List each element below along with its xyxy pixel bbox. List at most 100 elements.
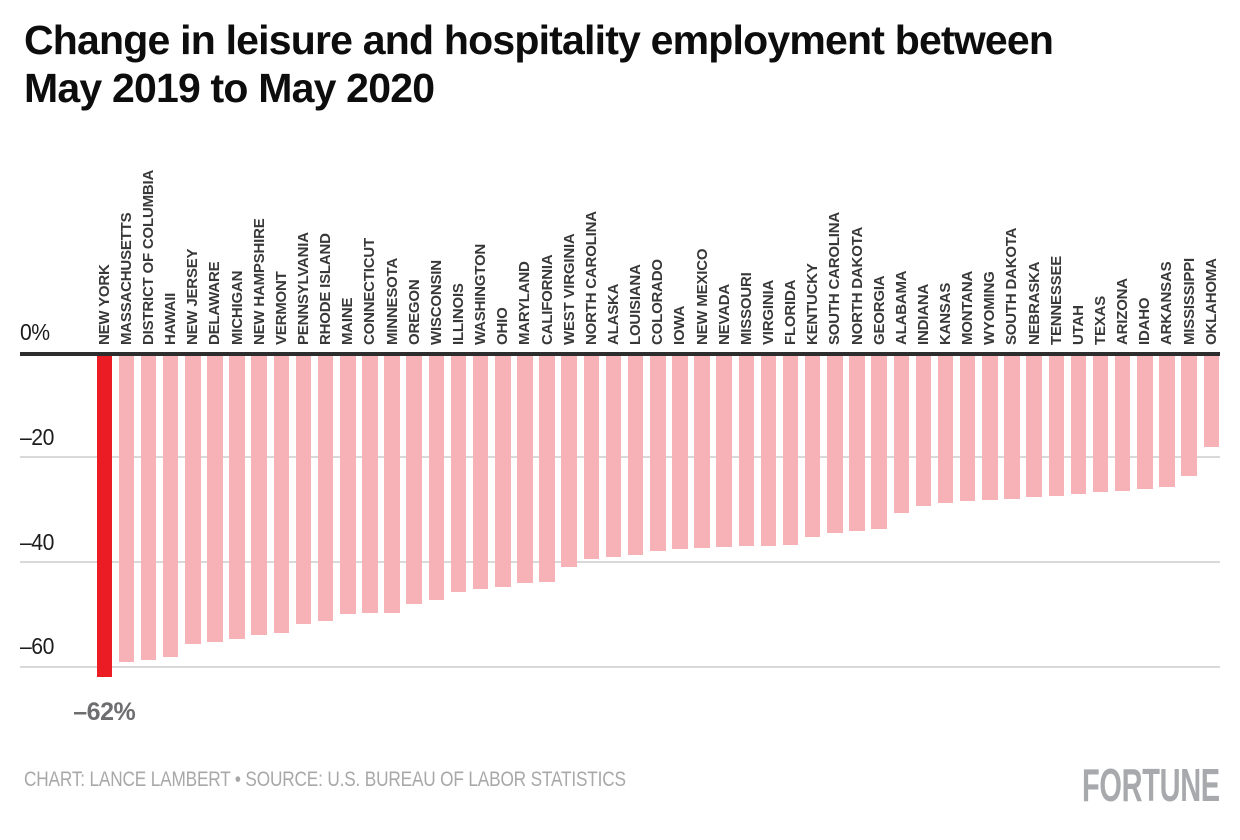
bar-delaware	[207, 356, 223, 642]
chart-attribution: CHART: LANCE LAMBERT • SOURCE: U.S. BURE…	[24, 768, 626, 791]
bar-arkansas	[1159, 356, 1175, 487]
bar-nevada	[716, 356, 732, 548]
bar-label-texas: TEXAS	[1092, 295, 1110, 345]
bar-label-virginia: VIRGINIA	[759, 279, 777, 345]
bar-label-wisconsin: WISCONSIN	[427, 260, 445, 345]
bar-label-georgia: GEORGIA	[870, 275, 888, 345]
bar-label-wyoming: WYOMING	[981, 271, 999, 345]
bar-alabama	[893, 356, 910, 514]
bar-label-west-virginia: WEST VIRGINIA	[560, 233, 578, 345]
bar-label-maine: MAINE	[339, 297, 357, 345]
bar-south-dakota	[1004, 356, 1020, 499]
bar-label-michigan: MICHIGAN	[228, 270, 246, 345]
bar-maryland	[517, 356, 533, 584]
bar-label-south-carolina: SOUTH CAROLINA	[826, 211, 844, 345]
bar-new-york	[96, 356, 112, 678]
bar-georgia	[871, 356, 887, 529]
bar-florida	[782, 356, 799, 546]
bar-connecticut	[362, 356, 378, 614]
bar-idaho	[1137, 356, 1153, 489]
bar-label-alaska: ALASKA	[604, 283, 622, 345]
bar-label-arkansas: ARKANSAS	[1158, 261, 1176, 345]
bar-label-north-dakota: NORTH DAKOTA	[848, 226, 866, 345]
bar-label-hawaii: HAWAII	[162, 292, 180, 345]
bar-label-delaware: DELAWARE	[206, 261, 224, 345]
bar-label-minnesota: MINNESOTA	[383, 257, 401, 345]
bar-south-carolina	[827, 356, 843, 533]
bar-label-oregon: OREGON	[405, 279, 423, 345]
bar-new-jersey	[185, 356, 201, 644]
title-line-2: May 2019 to May 2020	[24, 65, 435, 111]
bar-label-south-dakota: SOUTH DAKOTA	[1003, 227, 1021, 345]
bar-label-connecticut: CONNECTICUT	[361, 238, 379, 345]
zero-axis-line	[20, 352, 1220, 356]
bar-label-indiana: INDIANA	[914, 283, 932, 345]
highlight-value-label: –62%	[73, 698, 136, 726]
y-tick-label: –40	[20, 528, 54, 555]
bar-label-washington: WASHINGTON	[472, 243, 490, 345]
bar-hawaii	[162, 356, 179, 658]
bar-label-new-york: NEW YORK	[95, 264, 113, 345]
bar-utah	[1070, 356, 1087, 494]
bar-indiana	[915, 356, 932, 506]
bar-ohio	[495, 356, 511, 587]
bar-label-kansas: KANSAS	[937, 282, 955, 345]
bar-iowa	[672, 356, 688, 550]
bar-vermont	[273, 356, 290, 634]
bar-oregon	[406, 356, 422, 604]
bar-label-florida: FLORIDA	[782, 279, 800, 345]
bar-label-colorado: COLORADO	[649, 259, 667, 345]
bar-label-nevada: NEVADA	[715, 283, 733, 345]
bar-illinois	[450, 356, 467, 593]
bar-virginia	[760, 356, 777, 546]
bar-washington	[472, 356, 489, 589]
bar-maine	[340, 356, 356, 615]
bar-label-north-carolina: NORTH CAROLINA	[582, 211, 600, 345]
bar-montana	[959, 356, 976, 502]
bar-label-mississippi: MISSISSIPPI	[1180, 258, 1198, 345]
bar-label-utah: UTAH	[1069, 305, 1087, 345]
bar-colorado	[650, 356, 666, 552]
bar-label-idaho: IDAHO	[1136, 297, 1154, 345]
bar-west-virginia	[561, 356, 577, 568]
bar-label-california: CALIFORNIA	[538, 254, 556, 346]
bar-label-vermont: VERMONT	[272, 271, 290, 345]
bar-label-alabama: ALABAMA	[892, 270, 910, 345]
bar-kentucky	[804, 356, 821, 538]
bar-label-tennessee: TENNESSEE	[1047, 255, 1065, 345]
bar-california	[539, 356, 555, 583]
y-tick-label: 0%	[20, 319, 50, 346]
fortune-logo: FORTUNE	[1082, 759, 1220, 811]
bar-label-massachusetts: MASSACHUSETTS	[117, 212, 135, 345]
bar-label-missouri: MISSOURI	[737, 272, 755, 345]
bar-new-mexico	[694, 356, 710, 549]
bar-wisconsin	[428, 356, 445, 601]
bar-wyoming	[982, 356, 998, 501]
bar-texas	[1092, 356, 1109, 493]
bar-oklahoma	[1203, 356, 1219, 447]
bar-kansas	[937, 356, 954, 503]
bar-north-carolina	[583, 356, 600, 559]
bar-label-montana: MONTANA	[959, 270, 977, 345]
title-line-1: Change in leisure and hospitality employ…	[24, 17, 1054, 63]
bar-label-illinois: ILLINOIS	[449, 283, 467, 345]
y-tick-label: –60	[20, 633, 54, 660]
bar-alaska	[605, 356, 622, 557]
bar-pennsylvania	[295, 356, 312, 625]
bar-missouri	[738, 356, 755, 547]
gridline	[20, 665, 1220, 668]
bar-michigan	[229, 356, 245, 639]
bar-label-oklahoma: OKLAHOMA	[1202, 258, 1220, 345]
bar-label-kentucky: KENTUCKY	[804, 263, 822, 345]
bar-label-rhode-island: RHODE ISLAND	[317, 233, 335, 345]
bar-massachusetts	[118, 356, 135, 663]
bar-label-new-mexico: NEW MEXICO	[693, 248, 711, 345]
gridline	[20, 561, 1220, 564]
bar-rhode-island	[317, 356, 334, 621]
bar-mississippi	[1181, 356, 1197, 476]
bar-louisiana	[627, 356, 644, 555]
bar-label-district-of-columbia: DISTRICT OF COLUMBIA	[140, 169, 158, 345]
bar-label-new-jersey: NEW JERSEY	[184, 248, 202, 345]
bar-label-ohio: OHIO	[494, 307, 512, 345]
